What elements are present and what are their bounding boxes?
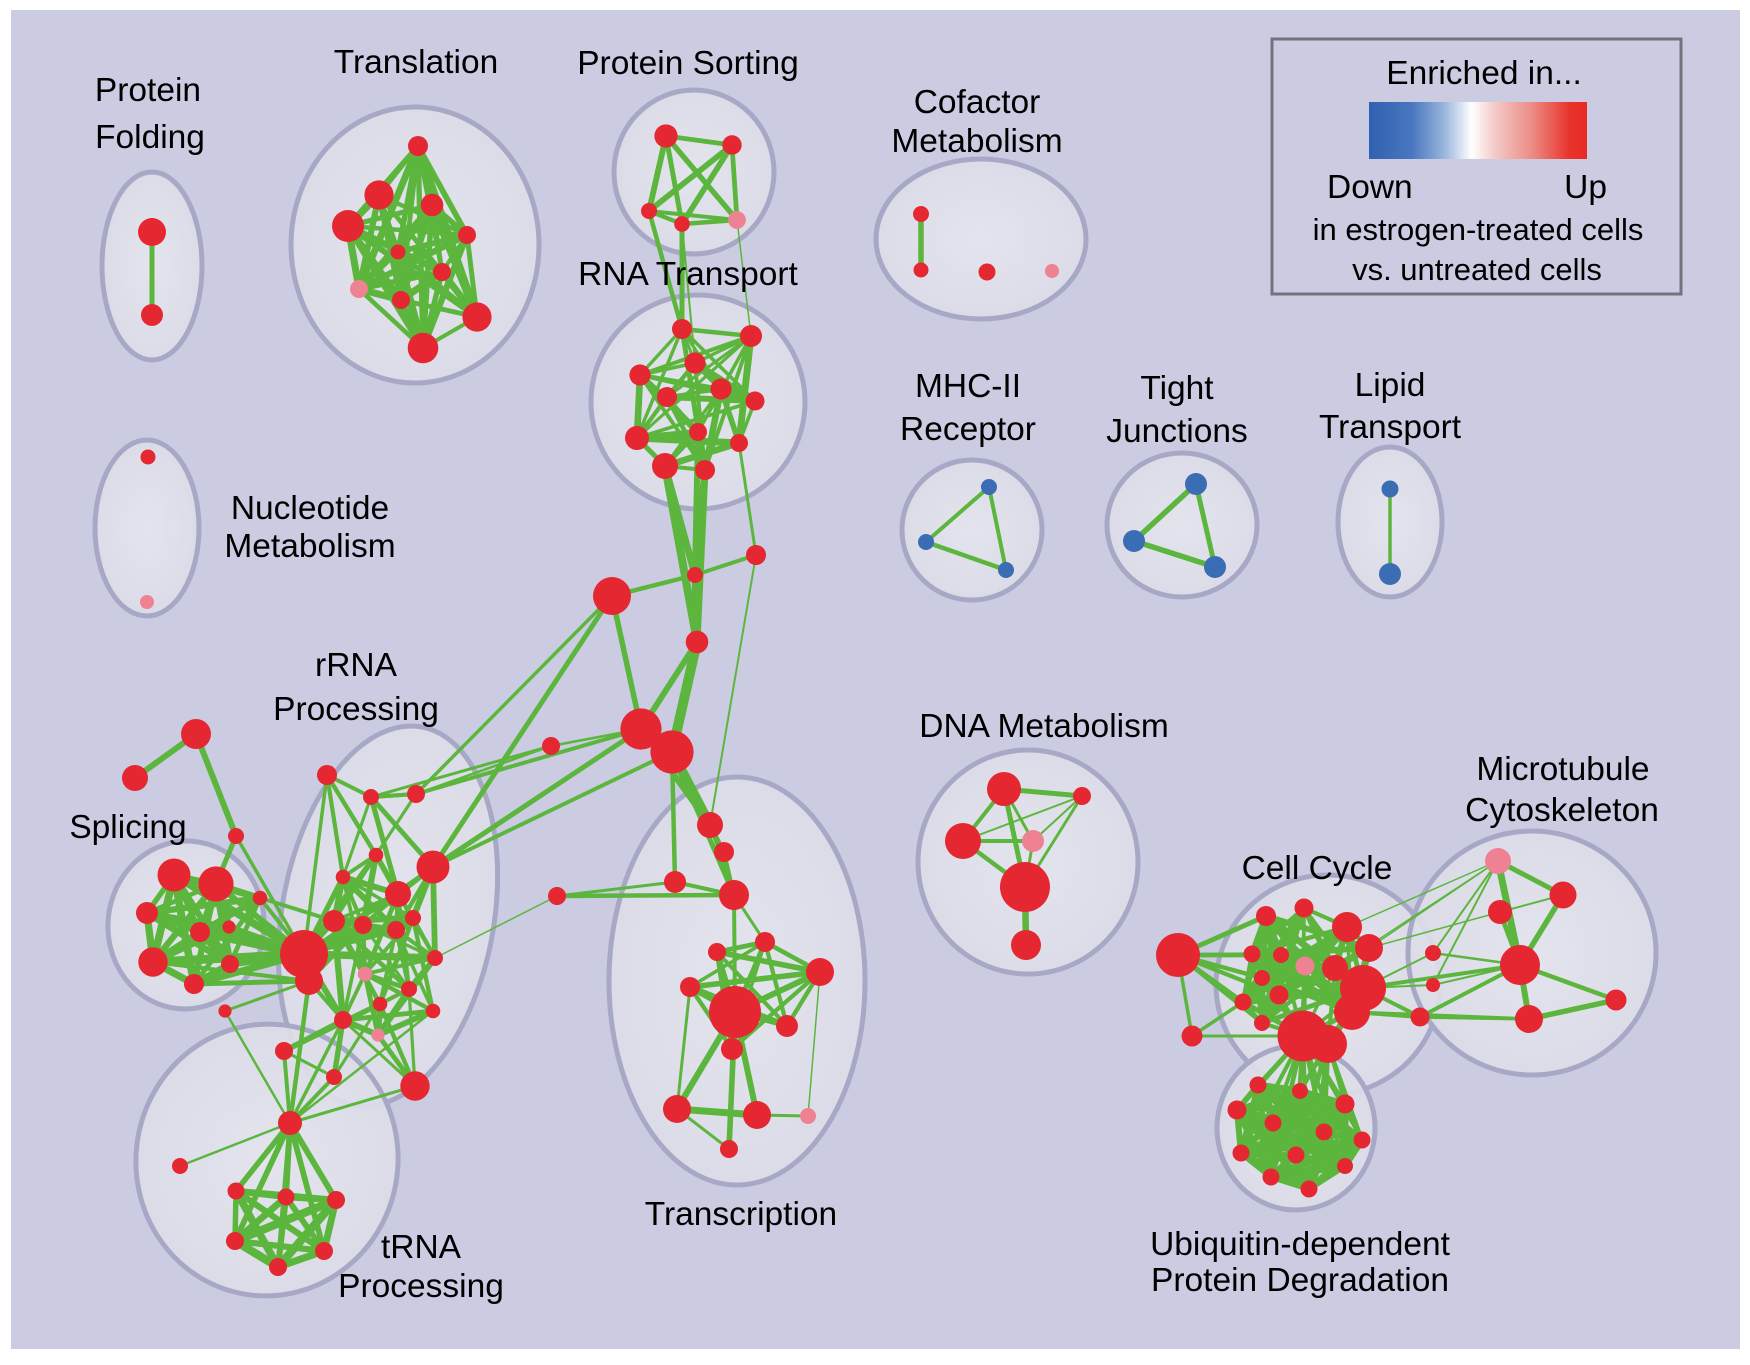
svg-text:Junctions: Junctions (1106, 413, 1248, 450)
svg-text:Translation: Translation (334, 44, 498, 81)
svg-text:Tight: Tight (1140, 370, 1214, 407)
svg-text:Cytoskeleton: Cytoskeleton (1465, 792, 1659, 829)
svg-text:Nucleotide: Nucleotide (231, 490, 389, 527)
svg-text:RNA Transport: RNA Transport (578, 256, 798, 293)
svg-text:Transport: Transport (1319, 409, 1462, 446)
svg-text:rRNA: rRNA (315, 647, 398, 684)
svg-text:Lipid: Lipid (1355, 367, 1426, 404)
svg-text:Protein Sorting: Protein Sorting (577, 45, 799, 82)
svg-text:Metabolism: Metabolism (224, 528, 395, 565)
svg-text:vs. untreated cells: vs. untreated cells (1352, 252, 1602, 287)
svg-text:Down: Down (1327, 169, 1413, 206)
svg-text:Receptor: Receptor (900, 411, 1036, 448)
svg-text:Enriched in...: Enriched in... (1386, 55, 1582, 92)
svg-text:Processing: Processing (338, 1268, 504, 1305)
svg-text:Protein Degradation: Protein Degradation (1151, 1262, 1449, 1299)
svg-text:Processing: Processing (273, 691, 439, 728)
svg-text:Cofactor: Cofactor (914, 84, 1041, 121)
svg-text:Metabolism: Metabolism (891, 123, 1062, 160)
svg-text:Microtubule: Microtubule (1476, 751, 1649, 788)
svg-text:Splicing: Splicing (69, 809, 186, 846)
svg-text:Cell Cycle: Cell Cycle (1242, 850, 1393, 887)
svg-text:Protein: Protein (95, 72, 201, 109)
svg-text:Folding: Folding (95, 119, 205, 156)
svg-text:tRNA: tRNA (381, 1229, 462, 1266)
svg-text:DNA Metabolism: DNA Metabolism (919, 708, 1168, 745)
svg-text:Transcription: Transcription (645, 1196, 837, 1233)
svg-text:Up: Up (1564, 169, 1607, 206)
svg-text:in estrogen-treated cells: in estrogen-treated cells (1313, 212, 1644, 247)
svg-text:MHC-II: MHC-II (915, 368, 1021, 405)
svg-text:Ubiquitin-dependent: Ubiquitin-dependent (1150, 1226, 1451, 1263)
